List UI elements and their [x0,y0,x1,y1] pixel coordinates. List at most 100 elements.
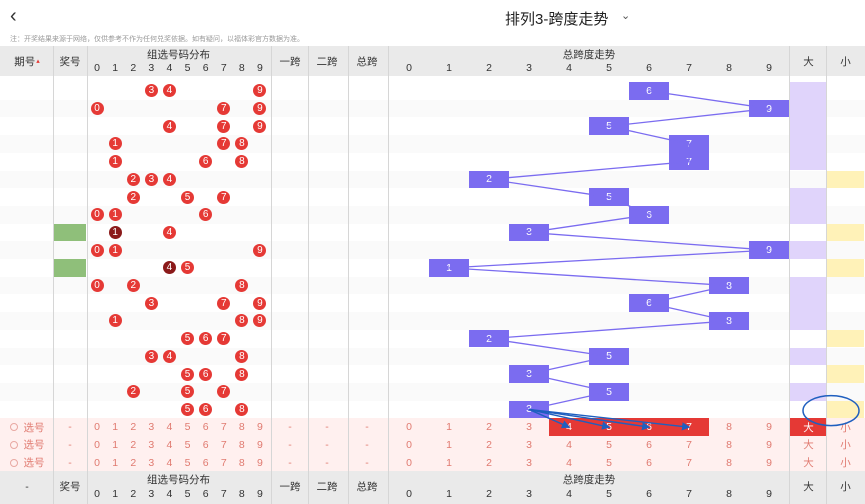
select-row-label[interactable]: 选号 [0,436,54,454]
select-dist-digit[interactable]: 8 [232,453,251,472]
select-trend-digit[interactable]: 7 [669,436,709,454]
select-trend-digit[interactable]: 8 [709,418,749,436]
trend-gap [429,188,469,206]
select-dist-digit[interactable]: 9 [250,436,269,454]
select-trend-digit[interactable]: 0 [389,418,429,436]
select-small[interactable]: 小 [827,418,864,436]
chevron-left-icon[interactable]: ‹ [10,5,17,27]
select-dist-digit[interactable]: 7 [214,436,233,454]
trend-gap [389,241,429,259]
select-dist-digit[interactable]: 2 [124,453,143,472]
select-trend-digit[interactable]: 6 [629,453,669,472]
span1-value [272,277,308,295]
select-dist-digit[interactable]: 3 [142,453,161,472]
select-dist-digit[interactable]: 9 [250,453,269,472]
select-dist-digit[interactable]: 3 [142,418,161,436]
select-trend-digit[interactable]: 0 [389,436,429,454]
distribution-gap [124,206,142,224]
picked-trend-digit[interactable]: 5 [589,418,629,436]
select-trend-digit[interactable]: 3 [509,453,549,472]
select-dist-digit[interactable]: 1 [106,436,125,454]
select-dist-digit[interactable]: 5 [178,418,197,436]
select-trend-digit[interactable]: 1 [429,436,469,454]
select-dist-digit[interactable]: 1 [106,418,125,436]
select-small[interactable]: 小 [827,453,864,472]
trend-gap [629,117,669,135]
select-dist-digit[interactable]: 0 [88,453,107,472]
select-trend-digit[interactable]: 2 [469,418,509,436]
select-dist-digit[interactable]: 4 [160,453,179,472]
select-dist-digit[interactable]: 4 [160,436,179,454]
select-dist-digit[interactable]: 6 [196,436,215,454]
select-trend-digit[interactable]: 1 [429,418,469,436]
select-trend-digit[interactable]: 3 [509,436,549,454]
select-trend-digit[interactable]: 6 [629,436,669,454]
select-big[interactable]: 大 [790,453,827,472]
distribution-gap [142,153,160,171]
number-ball: 7 [217,385,231,399]
trend-gap [589,312,629,330]
select-trend-digit[interactable]: 4 [549,453,589,472]
distribution-gap [179,206,197,224]
trend-digit-header: 8 [709,487,749,501]
select-row-label[interactable]: 选号 [0,453,54,472]
select-dist-digit[interactable]: 0 [88,436,107,454]
select-trend-digit[interactable]: 4 [549,436,589,454]
select-trend-digit[interactable]: 3 [509,418,549,436]
select-dist-digit[interactable]: 7 [214,418,233,436]
select-trend-digit[interactable]: 5 [589,453,629,472]
trend-gap [709,135,749,153]
select-dist-digit[interactable]: 6 [196,453,215,472]
trend-gap [589,241,629,259]
select-dist-digit[interactable]: 4 [160,418,179,436]
select-dist-digit[interactable]: 8 [232,436,251,454]
select-row-label[interactable]: 选号 [0,418,54,436]
select-dist-digit[interactable]: 9 [250,418,269,436]
column-divider [53,46,54,504]
trend-gap [389,100,429,118]
select-dist-digit[interactable]: 0 [88,418,107,436]
select-dist-digit[interactable]: 7 [214,453,233,472]
select-dist-digit[interactable]: 1 [106,453,125,472]
select-trend-digit[interactable]: 2 [469,436,509,454]
select-dist-digit[interactable]: 6 [196,418,215,436]
select-trend-digit[interactable]: 0 [389,453,429,472]
trend-gap [469,401,509,419]
trend-gap [469,100,509,118]
select-dist-digit[interactable]: 8 [232,418,251,436]
select-dist-digit[interactable]: 5 [178,436,197,454]
number-ball: 6 [199,402,213,416]
chevron-down-icon[interactable]: ⌄ [621,10,631,22]
picked-trend-digit[interactable]: 4 [549,418,589,436]
select-trend-digit[interactable]: 1 [429,453,469,472]
select-trend-digit[interactable]: 2 [469,453,509,472]
select-big[interactable]: 大 [790,436,827,454]
select-trend-digit[interactable]: 5 [589,436,629,454]
picked-trend-digit[interactable]: 7 [669,418,709,436]
disclaimer-text: 注：开奖结果来源于网络，仅供参考不作为任何兑奖依据。如有疑问，以福体彩官方数据为… [10,36,304,43]
picked-trend-digit[interactable]: 6 [629,418,669,436]
select-trend-digit[interactable]: 7 [669,453,709,472]
page-title[interactable]: 排列3-跨度走势 [505,11,609,28]
select-trend-digit[interactable]: 9 [749,418,789,436]
select-trend-digit[interactable]: 8 [709,436,749,454]
select-dist-digit[interactable]: 2 [124,418,143,436]
radio-circle-icon[interactable] [9,423,18,432]
column-header-issue[interactable]: 期号 ▴ [0,47,54,75]
select-small[interactable]: 小 [827,436,864,454]
picked-big[interactable]: 大 [790,418,827,436]
trend-gap [669,365,709,383]
radio-circle-icon[interactable] [9,440,18,449]
select-trend-digit[interactable]: 8 [709,453,749,472]
distribution-gap [233,330,251,348]
distribution-gap [233,100,251,118]
radio-circle-icon[interactable] [9,458,18,467]
select-dist-digit[interactable]: 5 [178,453,197,472]
select-dist-digit[interactable]: 2 [124,436,143,454]
sort-updown-icon[interactable]: ▴ [36,58,40,65]
select-dist-digit[interactable]: 3 [142,436,161,454]
distribution-gap [251,365,269,383]
select-trend-digit[interactable]: 9 [749,453,789,472]
select-trend-digit[interactable]: 9 [749,436,789,454]
number-ball: 6 [199,332,213,346]
